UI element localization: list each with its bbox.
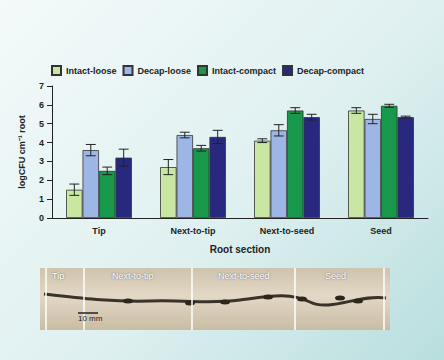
svg-text:Intact-loose: Intact-loose <box>66 66 117 76</box>
html-text:Next-to-tip: Next-to-tip <box>112 271 154 281</box>
html-text:Tip: Tip <box>52 271 65 281</box>
html-text:Next-to-seed: Next-to-seed <box>218 271 270 281</box>
svg-text:logCFU cm⁻¹ root: logCFU cm⁻¹ root <box>17 115 27 189</box>
svg-text:Tip: Tip <box>92 226 106 236</box>
svg-text:7: 7 <box>39 81 44 91</box>
svg-text:Next-to-seed: Next-to-seed <box>260 226 315 236</box>
svg-text:Decap-compact: Decap-compact <box>297 66 364 76</box>
svg-text:6: 6 <box>39 100 44 110</box>
html-text:10 mm: 10 mm <box>78 314 103 323</box>
svg-text:Next-to-tip: Next-to-tip <box>171 226 216 236</box>
svg-text:Decap-loose: Decap-loose <box>138 66 192 76</box>
svg-text:Intact-compact: Intact-compact <box>212 66 276 76</box>
html-text:Seed: Seed <box>325 271 346 281</box>
svg-text:Seed: Seed <box>370 226 392 236</box>
svg-text:0: 0 <box>39 213 44 223</box>
svg-text:Root section: Root section <box>210 244 271 255</box>
svg-text:4: 4 <box>39 138 44 148</box>
svg-text:1: 1 <box>39 194 44 204</box>
svg-text:3: 3 <box>39 156 44 166</box>
svg-text:2: 2 <box>39 175 44 185</box>
svg-text:5: 5 <box>39 119 44 129</box>
